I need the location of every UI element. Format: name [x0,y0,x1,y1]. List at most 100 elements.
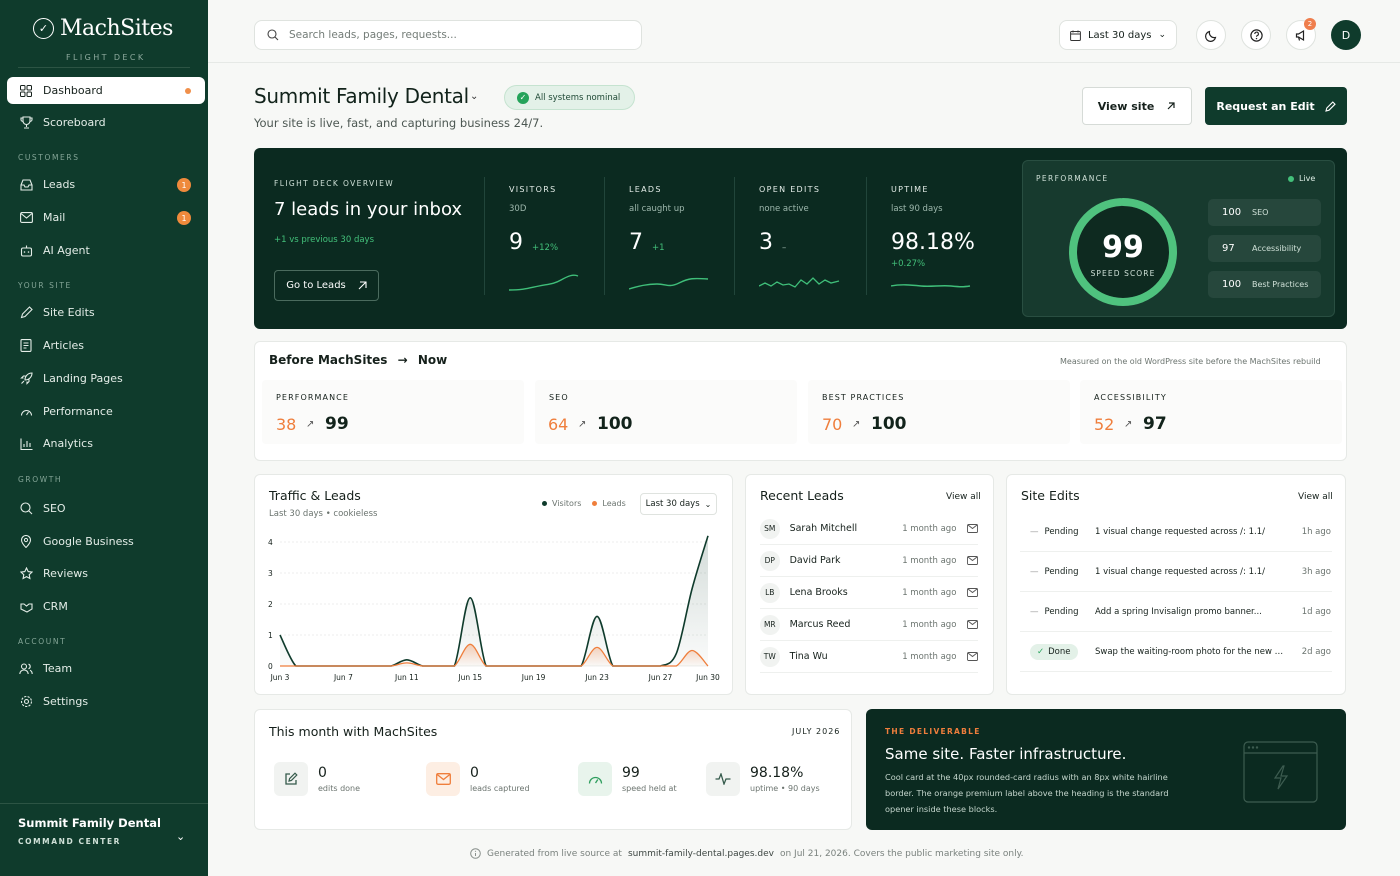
status-text: All systems nominal [535,92,621,103]
month-stat-label: leads captured [470,784,530,793]
mail-icon[interactable] [967,524,978,533]
search-input[interactable]: Search leads, pages, requests... [254,20,642,50]
mail-icon[interactable] [967,588,978,597]
site-edit-row[interactable]: ✓ Done Swap the waiting-room photo for the… [1020,633,1332,672]
info-icon [470,848,481,859]
sidebar-item-settings[interactable]: Settings [7,688,205,715]
lead-row[interactable]: TW Tina Wu 1 month ago [760,641,978,673]
score-after: 100 [597,414,633,434]
mail-icon[interactable] [967,556,978,565]
mail-icon [19,211,33,225]
bar-chart-icon [19,437,33,451]
lead-row[interactable]: SM Sarah Mitchell 1 month ago [760,513,978,545]
sidebar-item-ai-agent[interactable]: AI Agent [7,237,205,264]
stat-value: 98.18% [891,230,975,255]
sidebar-item-label: Team [43,662,73,675]
brand-logo[interactable]: ✓ MachSites [33,16,173,41]
count-badge: 1 [177,178,191,192]
overview-delta: +1 vs previous 30 days [274,235,375,245]
megaphone-icon [1295,29,1304,41]
edit-time: 1h ago [1301,527,1331,537]
legend-label: Visitors [552,499,582,508]
mail-icon[interactable] [967,620,978,629]
chart-range-select[interactable]: Last 30 days ⌄ [640,493,717,515]
overview-label: FLIGHT DECK OVERVIEW [274,179,395,188]
view-site-button[interactable]: View site [1082,87,1192,125]
help-icon [1249,28,1263,42]
x-tick-label: Jun 27 [648,673,673,682]
mail-icon [426,762,460,796]
edit-status: — Pending [1020,567,1095,577]
page-title[interactable]: Summit Family Dental [254,84,469,108]
overview-headline: 7 leads in your inbox [274,199,463,220]
sidebar-item-scoreboard[interactable]: Scoreboard [7,109,205,136]
user-avatar[interactable]: D [1331,20,1361,50]
site-edits-view-all-link[interactable]: View all [1298,492,1333,502]
mail-icon[interactable] [967,652,978,661]
x-tick-label: Jun 3 [270,673,290,682]
divider [18,67,190,68]
site-edit-row[interactable]: — Pending 1 visual change requested across… [1020,553,1332,592]
stat-delta: +12% [532,243,559,253]
now-title: Now [417,353,448,367]
status-badge: ✓ All systems nominal [504,85,636,110]
site-edit-row[interactable]: — Pending Add a spring Invisalign promo ba… [1020,593,1332,632]
date-range-label: Last 30 days [1087,29,1152,41]
stat-subtitle: 30D [509,204,527,214]
stat-subtitle: none active [759,204,809,214]
go-to-leads-button[interactable]: Go to Leads [274,270,379,301]
inbox-icon [19,178,33,192]
workspace-name[interactable]: Summit Family Dental [18,816,161,830]
sidebar-item-team[interactable]: Team [7,655,205,682]
sidebar-item-google-business[interactable]: Google Business [7,528,205,555]
sidebar-item-mail[interactable]: Mail 1 [7,204,205,231]
dash-icon: — [1030,567,1039,577]
sidebar-item-reviews[interactable]: Reviews [7,560,205,587]
check-icon: ✓ [1037,647,1045,657]
sidebar-item-performance[interactable]: Performance [7,398,205,425]
help-button[interactable] [1241,20,1271,50]
date-range-select[interactable]: Last 30 days ⌄ [1059,20,1177,50]
sidebar-item-articles[interactable]: Articles [7,332,205,359]
sidebar-item-leads[interactable]: Leads 1 [7,171,205,198]
footer-link[interactable]: summit-family-dental.pages.dev [627,848,774,859]
theme-toggle-button[interactable] [1196,20,1226,50]
chevron-down-icon[interactable]: ⌄ [176,830,186,843]
sidebar-item-label: SEO [43,502,66,515]
site-edit-row[interactable]: — Pending 1 visual change requested across… [1020,513,1332,552]
perf-row-best-practices: 100 Best Practices [1208,271,1321,298]
perf-row-label: Best Practices [1252,280,1309,289]
score-before: 52 [1094,415,1115,434]
recent-leads-view-all-link[interactable]: View all [946,492,981,502]
request-edit-button[interactable]: Request an Edit [1205,87,1347,125]
dash-icon: — [1030,527,1039,537]
search-placeholder: Search leads, pages, requests... [289,29,457,41]
traffic-card [254,474,733,695]
edit-time: 2d ago [1301,647,1331,657]
score-before: 38 [276,415,297,434]
users-icon [19,662,33,676]
speed-score-ring [1069,198,1177,306]
lead-avatar: DP [760,550,780,571]
score-before: 64 [548,415,569,434]
status-badge: ✓ Done [1030,644,1078,660]
deliverable-label: THE DELIVERABLE [885,727,981,736]
score-compare-performance [262,380,524,444]
x-tick-label: Jun 19 [521,673,546,682]
sidebar-item-analytics[interactable]: Analytics [7,430,205,457]
lead-row[interactable]: MR Marcus Reed 1 month ago [760,609,978,641]
x-tick-label: Jun 23 [584,673,609,682]
recent-leads-card [745,474,994,695]
site-edits-title: Site Edits [1021,488,1080,503]
sidebar-item-crm[interactable]: CRM [7,593,205,620]
sidebar-item-landing-pages[interactable]: Landing Pages [7,365,205,392]
lead-row[interactable]: DP David Park 1 month ago [760,545,978,577]
lead-row[interactable]: LB Lena Brooks 1 month ago [760,577,978,609]
sidebar-item-dashboard[interactable]: Dashboard [7,77,205,104]
chevron-down-icon[interactable]: ⌄ [470,91,479,102]
sidebar-item-seo[interactable]: SEO [7,495,205,522]
legend-label: Leads [602,499,626,508]
sidebar-item-site-edits[interactable]: Site Edits [7,299,205,326]
gear-icon [19,695,33,709]
sparkline-open-edits [759,277,840,288]
